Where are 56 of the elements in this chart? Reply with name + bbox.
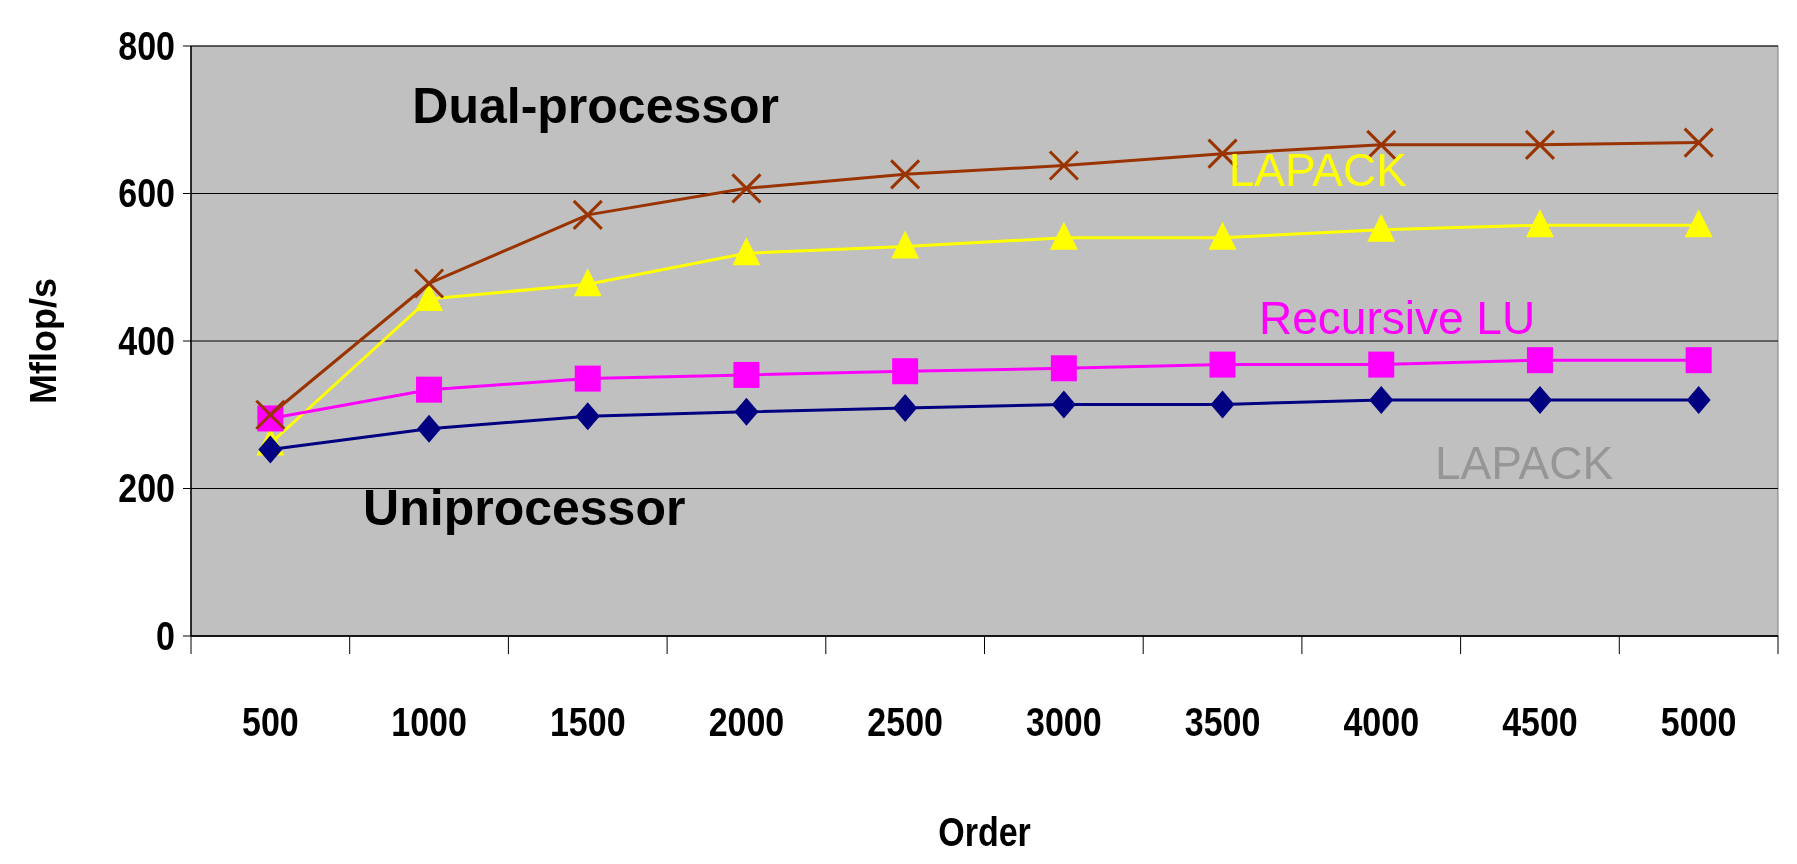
point — [892, 358, 919, 385]
y-tick-label: 400 — [118, 318, 175, 364]
y-axis-title: Mflop/s — [23, 278, 64, 404]
series-label: LAPACK — [1228, 144, 1408, 197]
y-tick-label: 200 — [118, 465, 175, 512]
x-tick-label: 1000 — [391, 699, 467, 745]
x-tick-label: 2000 — [708, 699, 785, 745]
point — [1684, 209, 1713, 238]
point — [889, 158, 921, 190]
point — [1049, 221, 1078, 250]
point — [1526, 347, 1553, 374]
annotation: Dual-processor — [412, 78, 780, 135]
x-tick-label: 2500 — [867, 699, 943, 745]
x-tick-label: 500 — [241, 699, 299, 745]
point — [416, 376, 443, 403]
point — [1525, 209, 1554, 238]
point — [1051, 390, 1076, 419]
point — [413, 267, 445, 299]
y-tick-label: 0 — [156, 613, 175, 659]
point — [417, 414, 442, 443]
point — [1524, 129, 1556, 161]
point — [893, 394, 918, 423]
x-tick-label: 4000 — [1343, 699, 1420, 745]
point — [1050, 355, 1077, 382]
x-tick-label: 5000 — [1660, 699, 1737, 745]
point — [1208, 221, 1237, 250]
x-tick-label: 3000 — [1026, 699, 1102, 745]
point — [575, 402, 600, 431]
point — [572, 199, 604, 231]
point — [733, 361, 760, 388]
point — [1686, 386, 1711, 414]
point — [258, 435, 283, 464]
point — [573, 268, 602, 297]
point — [1369, 386, 1394, 414]
point — [1048, 149, 1080, 181]
point — [732, 237, 761, 266]
point — [1683, 127, 1715, 159]
series-label: Recursive LU — [1259, 291, 1536, 344]
point — [1210, 390, 1235, 419]
point — [734, 397, 759, 426]
point — [254, 399, 286, 431]
point — [730, 172, 762, 204]
x-tick-label: 3500 — [1184, 699, 1261, 745]
y-tick-label: 800 — [118, 23, 175, 69]
point — [1367, 213, 1396, 242]
point — [1527, 386, 1552, 414]
x-tick-label: 4500 — [1502, 699, 1578, 745]
point — [891, 230, 920, 259]
y-tick-label: 600 — [118, 170, 175, 217]
x-tick-label: 1500 — [549, 699, 626, 745]
annotation: Uniprocessor — [363, 480, 686, 537]
point — [1368, 351, 1395, 378]
x-axis-title: Order — [938, 809, 1031, 855]
point — [1209, 351, 1236, 378]
point — [574, 365, 601, 392]
point — [1685, 347, 1712, 374]
